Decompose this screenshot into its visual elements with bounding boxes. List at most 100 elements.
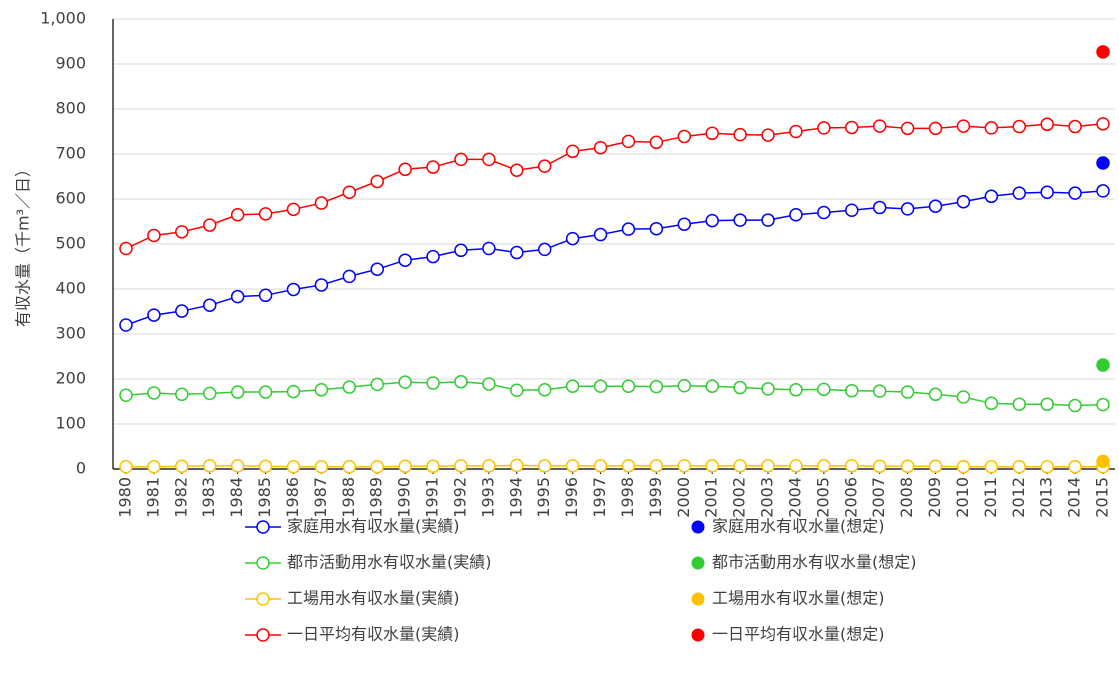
data-point <box>956 194 971 209</box>
data-point <box>928 199 943 213</box>
data-point <box>147 308 161 322</box>
data-point <box>454 459 468 473</box>
data-point <box>202 298 217 312</box>
data-point <box>230 459 245 473</box>
data-point <box>230 385 245 399</box>
data-point <box>119 241 133 256</box>
data-point <box>1012 460 1027 474</box>
data-point <box>370 174 384 189</box>
data-point <box>817 382 831 397</box>
x-tick-label: 1993 <box>478 477 497 518</box>
data-point <box>342 269 357 284</box>
x-tick-label: 1992 <box>450 477 469 518</box>
data-point <box>314 460 329 474</box>
data-point <box>649 221 664 236</box>
data-point <box>286 384 301 399</box>
data-point <box>984 189 999 204</box>
data-point <box>872 384 887 398</box>
data-point <box>845 203 859 217</box>
data-point <box>733 459 747 473</box>
data-point <box>426 249 440 264</box>
legend-label: 一日平均有収水量(想定) <box>712 625 885 644</box>
data-point <box>202 459 217 473</box>
data-point <box>510 458 524 473</box>
x-tick-label: 2002 <box>730 477 749 518</box>
data-point <box>733 380 747 395</box>
x-tick-label: 1982 <box>171 477 190 518</box>
legend-label: 家庭用水有収水量(想定) <box>712 517 885 536</box>
legend-label: 工場用水有収水量(想定) <box>712 589 885 608</box>
data-point <box>482 459 496 473</box>
data-point <box>398 459 412 474</box>
data-point <box>510 245 524 260</box>
data-point <box>119 460 133 474</box>
x-tick-label: 1983 <box>199 477 218 518</box>
data-point <box>677 129 692 144</box>
data-point <box>426 376 440 390</box>
series-line <box>125 123 1104 250</box>
data-point <box>649 459 664 473</box>
data-point <box>119 318 133 332</box>
data-point <box>845 383 859 398</box>
data-point <box>705 459 719 473</box>
y-tick-label: 900 <box>55 54 86 73</box>
data-point <box>565 144 580 159</box>
x-tick-label: 1995 <box>534 477 553 518</box>
data-point <box>342 185 357 199</box>
x-tick-label: 1996 <box>562 477 581 518</box>
data-point <box>845 120 859 135</box>
data-point <box>202 386 217 401</box>
data-point <box>482 152 496 167</box>
data-point <box>900 385 915 399</box>
data-point <box>1096 156 1110 170</box>
data-point <box>175 225 189 239</box>
data-point <box>1068 398 1082 413</box>
x-tick-label: 1998 <box>618 477 637 518</box>
data-point <box>454 152 468 167</box>
x-tick-label: 1994 <box>506 477 525 518</box>
data-point <box>928 121 943 136</box>
data-point <box>426 160 440 174</box>
data-point <box>956 390 971 404</box>
data-point <box>677 217 692 231</box>
y-tick-label: 200 <box>55 369 86 388</box>
data-point <box>900 121 915 136</box>
data-point <box>510 163 524 177</box>
data-point <box>119 388 133 402</box>
data-point <box>593 379 608 393</box>
data-point <box>537 459 552 473</box>
data-point <box>817 205 831 220</box>
data-point <box>761 213 775 227</box>
data-point <box>733 127 747 142</box>
legend-marker <box>691 628 705 642</box>
data-point <box>482 241 496 256</box>
x-tick-label: 2015 <box>1093 477 1112 518</box>
data-point <box>1096 358 1110 372</box>
y-axis-label: 有収水量（千m³／日） <box>14 161 33 327</box>
data-point <box>258 385 273 399</box>
data-point <box>1068 460 1082 474</box>
data-point <box>705 213 719 228</box>
data-point <box>1012 186 1027 200</box>
y-tick-label: 700 <box>55 144 86 163</box>
data-point <box>314 278 329 292</box>
data-point <box>202 218 217 232</box>
data-point <box>565 459 580 473</box>
data-point <box>1068 119 1082 134</box>
x-tick-label: 2001 <box>702 477 721 518</box>
data-point <box>565 231 580 246</box>
data-point <box>370 460 384 474</box>
x-tick-label: 2009 <box>925 477 944 518</box>
data-point <box>789 208 803 222</box>
data-point <box>845 459 859 473</box>
data-point <box>761 382 775 396</box>
series-line <box>125 380 1104 407</box>
data-point <box>147 460 161 474</box>
y-tick-label: 400 <box>55 279 86 298</box>
x-tick-label: 2007 <box>869 477 888 518</box>
data-point <box>984 396 999 411</box>
data-point <box>593 140 608 155</box>
data-point <box>147 228 161 243</box>
data-point <box>426 459 440 474</box>
data-point <box>482 377 496 391</box>
